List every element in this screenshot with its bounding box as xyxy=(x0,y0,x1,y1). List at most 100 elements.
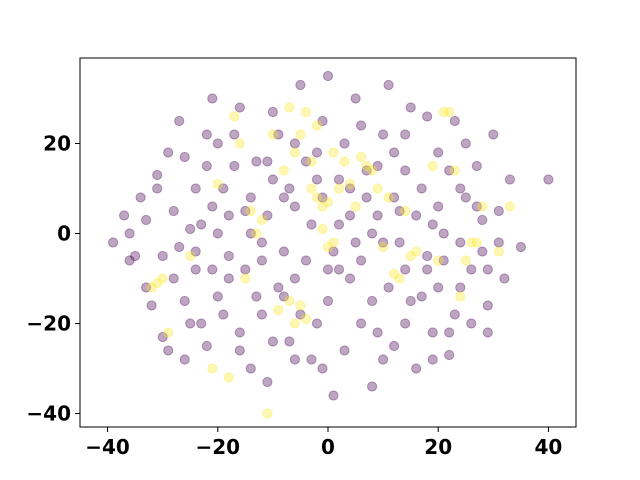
data-point xyxy=(422,250,433,262)
data-point xyxy=(477,201,488,212)
data-point xyxy=(322,264,334,275)
data-point xyxy=(223,273,234,284)
points-layer xyxy=(108,70,554,419)
data-point xyxy=(262,210,273,221)
data-point xyxy=(328,237,339,248)
data-point xyxy=(433,282,444,293)
data-point xyxy=(135,192,146,203)
data-point xyxy=(295,309,306,320)
data-point xyxy=(372,210,383,221)
data-point xyxy=(372,160,383,172)
data-point xyxy=(256,237,267,248)
data-point xyxy=(306,183,317,194)
data-point xyxy=(190,183,201,194)
data-point xyxy=(438,106,449,118)
data-point xyxy=(157,273,168,284)
data-point xyxy=(311,120,323,131)
data-point xyxy=(196,318,207,329)
data-point xyxy=(251,291,262,302)
x-tick-label: 0 xyxy=(321,435,335,459)
data-point xyxy=(207,93,218,104)
data-point xyxy=(400,129,411,140)
data-point xyxy=(444,349,455,361)
data-point xyxy=(422,111,433,122)
data-point xyxy=(411,246,422,257)
data-point xyxy=(477,246,488,257)
data-point xyxy=(157,331,168,343)
data-point xyxy=(311,174,323,185)
data-point xyxy=(141,282,152,293)
data-point xyxy=(251,228,262,239)
data-point xyxy=(378,354,389,365)
data-point xyxy=(333,174,345,185)
data-point xyxy=(433,147,444,158)
data-point xyxy=(322,70,334,82)
data-point xyxy=(157,250,168,262)
data-point xyxy=(344,183,356,194)
data-point xyxy=(493,205,504,217)
x-tick-label: −20 xyxy=(195,435,240,459)
data-point xyxy=(449,309,460,320)
data-point xyxy=(333,219,345,230)
data-point xyxy=(152,183,163,194)
data-point xyxy=(201,340,212,352)
data-point xyxy=(240,264,251,275)
data-point xyxy=(163,345,174,356)
data-point xyxy=(289,354,300,365)
data-point xyxy=(460,192,471,203)
data-point xyxy=(223,210,234,221)
data-point xyxy=(306,354,317,365)
data-point xyxy=(394,237,405,248)
data-point xyxy=(163,327,174,338)
data-point xyxy=(267,129,278,140)
data-point xyxy=(356,151,367,163)
data-point xyxy=(262,408,273,419)
data-point xyxy=(179,354,190,365)
data-point xyxy=(284,295,295,307)
data-point xyxy=(339,156,350,167)
data-point xyxy=(372,327,383,338)
data-point xyxy=(273,282,284,293)
data-point xyxy=(344,210,356,221)
data-point xyxy=(504,201,515,212)
data-point xyxy=(196,219,207,230)
data-point xyxy=(174,115,185,127)
data-point xyxy=(212,228,223,239)
data-point xyxy=(322,295,334,307)
data-point xyxy=(361,192,372,203)
data-point xyxy=(267,336,278,347)
data-point xyxy=(344,178,356,190)
x-axis: −40 −20 0 20 40 xyxy=(85,427,562,459)
data-point xyxy=(295,79,306,91)
data-point xyxy=(267,106,278,118)
data-point xyxy=(378,129,389,140)
data-point xyxy=(262,156,273,167)
data-point xyxy=(207,264,218,275)
data-point xyxy=(295,300,306,311)
data-point xyxy=(267,174,278,185)
y-tick-label: 0 xyxy=(57,222,71,246)
data-point xyxy=(356,318,367,329)
data-point xyxy=(405,250,416,262)
data-point xyxy=(229,129,240,140)
data-point xyxy=(389,192,400,203)
data-point xyxy=(201,160,212,172)
data-point xyxy=(278,165,289,176)
data-point xyxy=(245,192,256,203)
data-point xyxy=(433,255,444,266)
data-point xyxy=(471,201,482,212)
data-point xyxy=(444,165,455,176)
data-point xyxy=(256,309,267,320)
data-point xyxy=(229,111,240,122)
data-point xyxy=(234,102,245,113)
data-point xyxy=(234,345,245,356)
data-point xyxy=(378,241,389,253)
data-point xyxy=(223,250,234,262)
data-point xyxy=(146,300,157,311)
data-point xyxy=(515,241,527,253)
data-point xyxy=(317,201,328,212)
data-point xyxy=(245,363,256,374)
data-point xyxy=(234,327,245,338)
data-point xyxy=(367,381,378,392)
x-tick-label: 40 xyxy=(535,435,563,459)
